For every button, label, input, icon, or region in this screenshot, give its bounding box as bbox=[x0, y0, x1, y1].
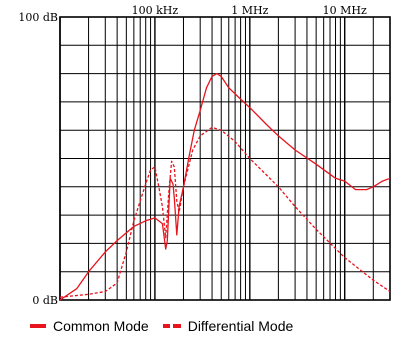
y-tick-label: 0 dB bbox=[32, 294, 58, 307]
differential-mode-line bbox=[59, 126, 391, 298]
chart-grid bbox=[59, 17, 391, 300]
x-tick-label: 10 MHz bbox=[323, 4, 367, 17]
x-tick-label: 100 kHz bbox=[132, 4, 179, 17]
x-tick-label: 1 MHz bbox=[231, 4, 268, 17]
legend: Common Mode Differential Mode bbox=[30, 318, 307, 334]
tick-labels: 100 kHz 1 MHz 10 MHz 100 dB 0 dB bbox=[18, 4, 367, 307]
plot-border bbox=[59, 16, 391, 301]
plot-frame bbox=[59, 16, 391, 301]
common-mode-swatch bbox=[30, 324, 46, 328]
data-series bbox=[59, 72, 391, 301]
legend-item-differential-mode: Differential Mode bbox=[162, 318, 294, 334]
common-mode-line bbox=[59, 72, 391, 301]
y-tick-label: 100 dB bbox=[18, 11, 58, 24]
differential-mode-swatch bbox=[162, 324, 181, 328]
legend-label-common-mode: Common Mode bbox=[53, 318, 149, 334]
legend-label-differential-mode: Differential Mode bbox=[187, 318, 294, 334]
legend-item-common-mode: Common Mode bbox=[30, 318, 149, 334]
